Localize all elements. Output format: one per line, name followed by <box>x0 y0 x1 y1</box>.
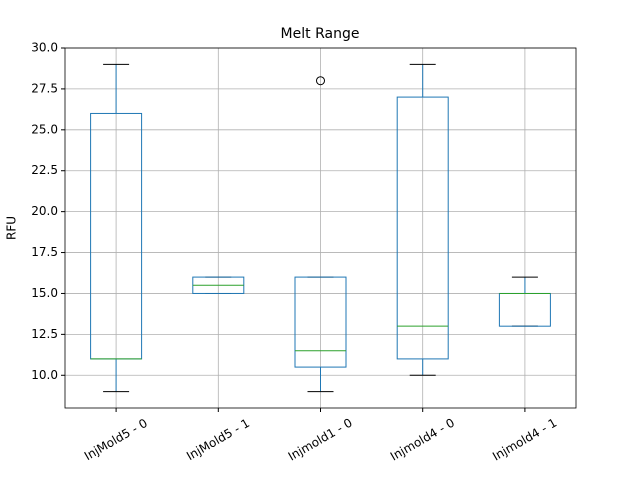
plot-frame <box>64 47 577 409</box>
y-tick-label: 25.0 <box>31 122 58 136</box>
y-tick-label: 22.5 <box>31 163 58 177</box>
y-tick-label: 15.0 <box>31 286 58 300</box>
box <box>294 276 347 368</box>
y-tick-label: 30.0 <box>31 41 58 55</box>
y-tick-label: 20.0 <box>31 204 58 218</box>
outlier <box>316 76 325 86</box>
y-tick-label: 12.5 <box>31 327 58 341</box>
y-tick-label: 27.5 <box>31 81 58 95</box>
chart-title: Melt Range <box>281 26 360 42</box>
y-tick-label: 17.5 <box>31 245 58 259</box>
y-axis-label: RFU <box>5 216 19 240</box>
box <box>396 96 449 360</box>
y-tick-label: 10.0 <box>31 368 58 382</box>
